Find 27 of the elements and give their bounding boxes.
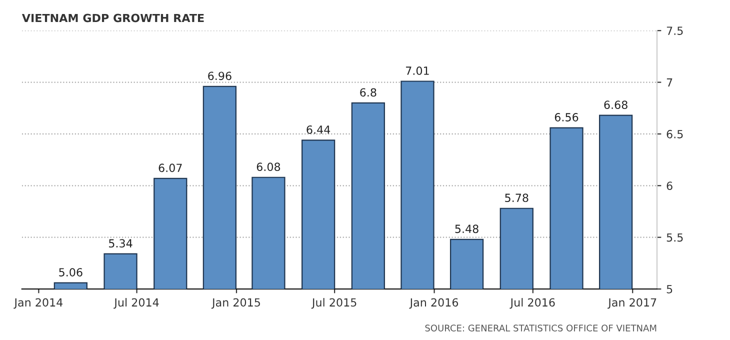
x-tick-label: Jul 2014 xyxy=(114,298,159,309)
data-label: 6.56 xyxy=(554,113,578,122)
data-label: 6.68 xyxy=(604,100,628,110)
y-tick-label: 6.5 xyxy=(666,130,683,138)
data-label: 6.07 xyxy=(158,164,182,172)
data-label: 6.44 xyxy=(306,125,330,134)
data-label: 6.8 xyxy=(360,88,376,97)
data-label: 5.34 xyxy=(109,239,132,248)
x-tick-label: Jul 2015 xyxy=(311,298,356,309)
x-tick-label: Jan 2014 xyxy=(14,298,63,309)
y-tick-label: 7.5 xyxy=(666,26,683,35)
x-tick-label: Jul 2016 xyxy=(510,298,555,309)
chart-title: VIETNAM GDP GROWTH RATE xyxy=(22,14,204,22)
y-tick-label: 6 xyxy=(666,182,672,190)
x-tick-label: Jan 2015 xyxy=(211,298,260,309)
x-tick-label: Jan 2017 xyxy=(608,298,656,309)
source-note: SOURCE: GENERAL STATISTICS OFFICE OF VIETNAM xyxy=(425,324,656,332)
x-tick-label: Jan 2016 xyxy=(409,298,458,309)
data-label: 6.96 xyxy=(208,72,232,80)
data-label: 5.78 xyxy=(505,194,528,202)
data-label: 7.01 xyxy=(406,66,429,75)
y-tick-label: 5.5 xyxy=(666,233,683,242)
y-tick-label: 7 xyxy=(666,78,672,86)
data-label: 5.06 xyxy=(59,268,82,276)
y-tick-label: 5 xyxy=(666,285,672,294)
data-label: 6.08 xyxy=(256,162,280,172)
data-label: 5.48 xyxy=(455,224,478,234)
